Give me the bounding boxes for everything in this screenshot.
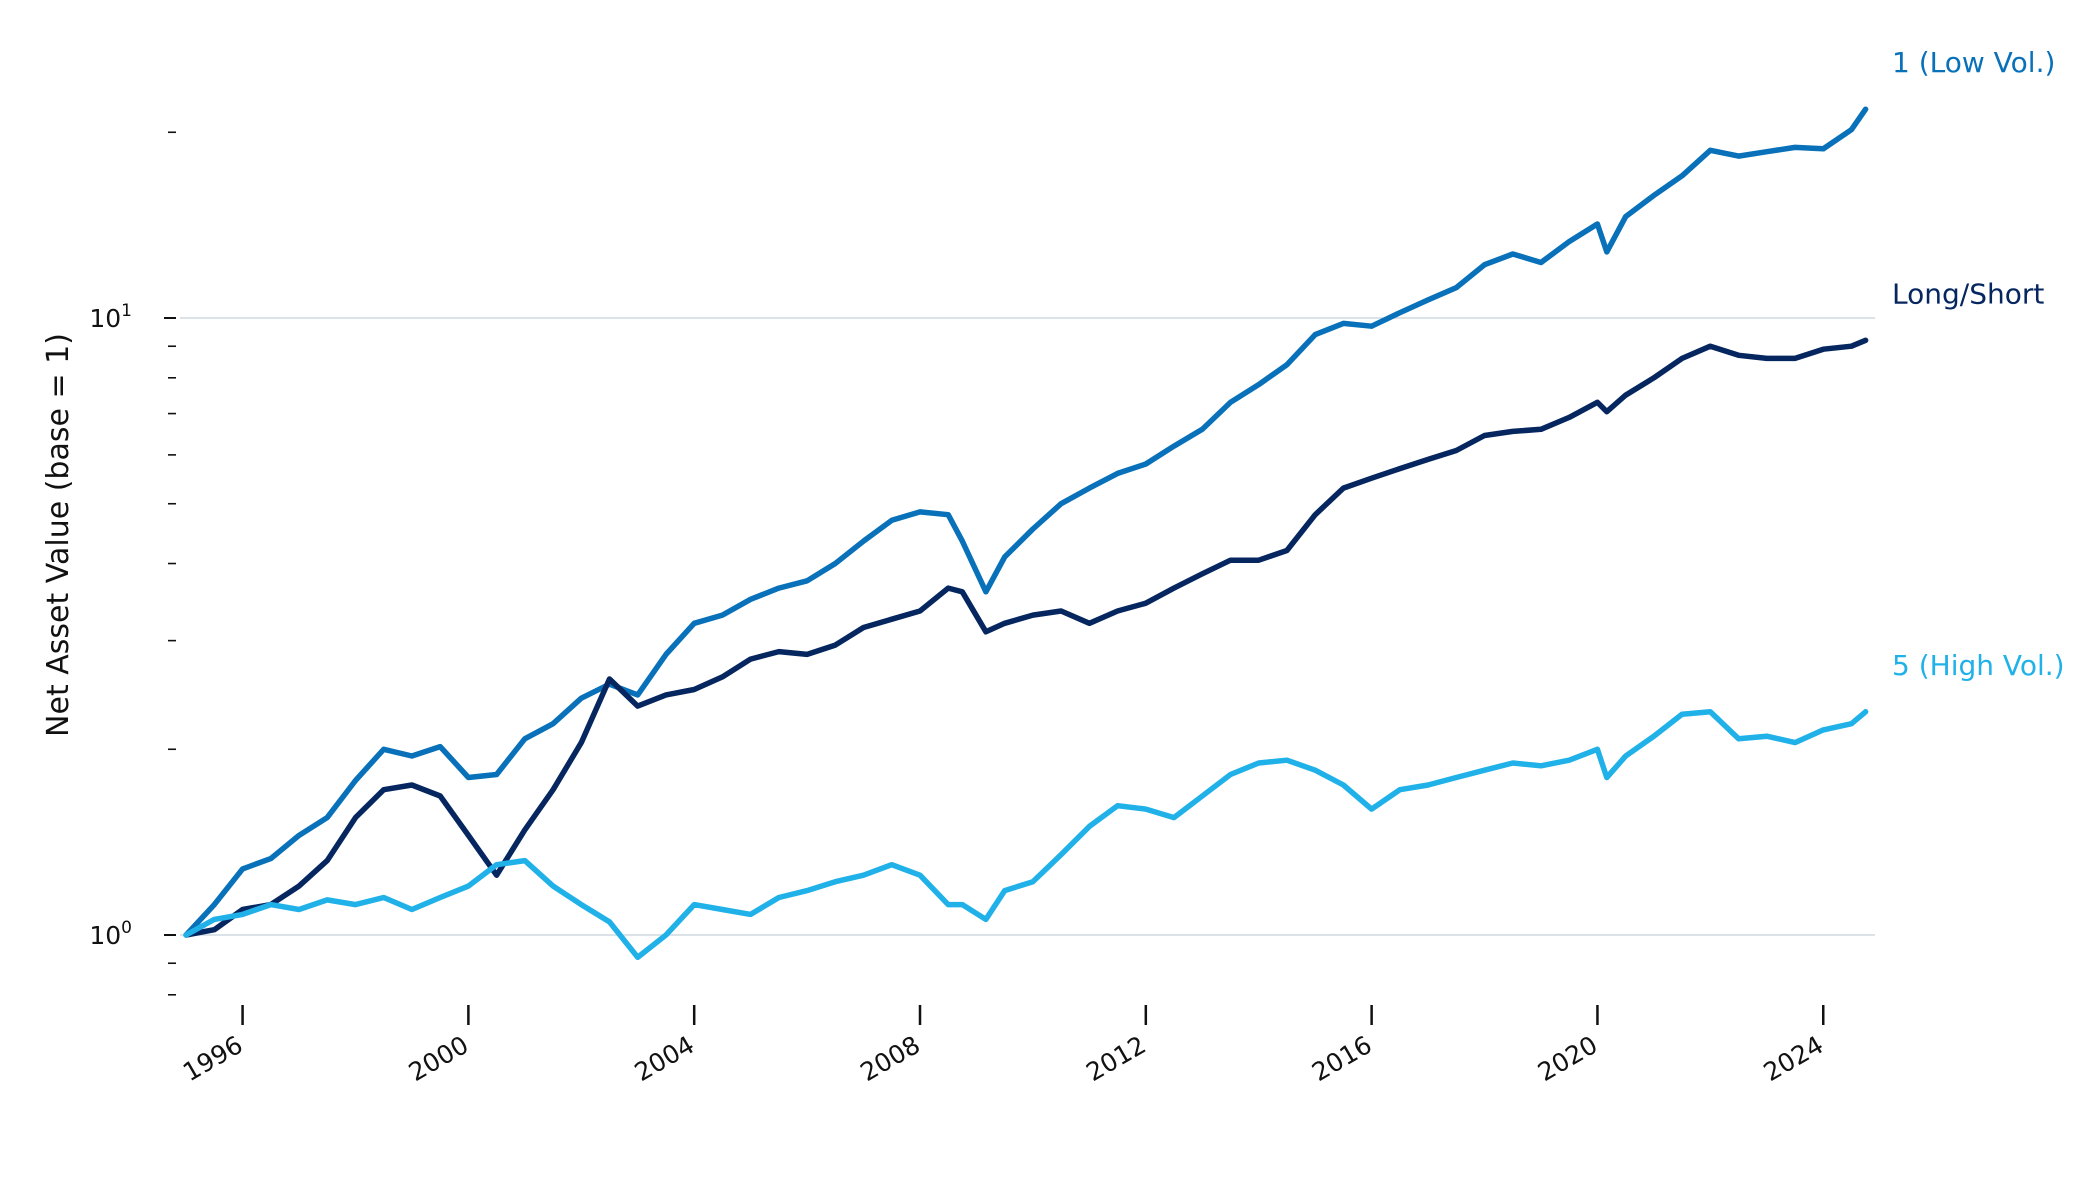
series-lines (183, 106, 1869, 961)
gridlines (180, 317, 1875, 936)
y-tick-exponent: 0 (121, 918, 132, 938)
series-line-0 (183, 106, 1869, 938)
y-minor-ticks (168, 131, 176, 996)
x-tick-label-4: 2012 (1081, 1030, 1151, 1087)
series-end-label-1: Long/Short (1892, 277, 2044, 310)
series-end-label-0: 1 (Low Vol.) (1892, 46, 2055, 79)
x-tick-label-7: 2024 (1759, 1030, 1829, 1087)
y-axis-label: Net Asset Value (base = 1) (41, 333, 76, 737)
x-tick-label-6: 2020 (1533, 1030, 1603, 1087)
series-line-1 (183, 337, 1869, 938)
y-tick-label-0: 100 (89, 918, 132, 950)
y-tick-base: 10 (89, 921, 121, 950)
y-tick-exponent: 1 (121, 301, 132, 321)
x-axis-ticks: 1996 2000 2004 2008 2012 2016 2020 2024 (178, 1005, 1828, 1087)
y-tick-label-1: 101 (89, 301, 132, 333)
x-tick-label-0: 1996 (178, 1030, 248, 1087)
x-tick-label-2: 2004 (630, 1030, 700, 1087)
x-tick-label-1: 2000 (404, 1030, 474, 1087)
series-end-label-2: 5 (High Vol.) (1892, 649, 2065, 682)
series-line-2 (183, 709, 1869, 961)
x-tick-label-3: 2008 (855, 1030, 925, 1087)
y-tick-base: 10 (89, 304, 121, 333)
series-end-labels: 1 (Low Vol.) Long/Short 5 (High Vol.) (1892, 46, 2065, 682)
x-tick-label-5: 2016 (1307, 1030, 1377, 1087)
